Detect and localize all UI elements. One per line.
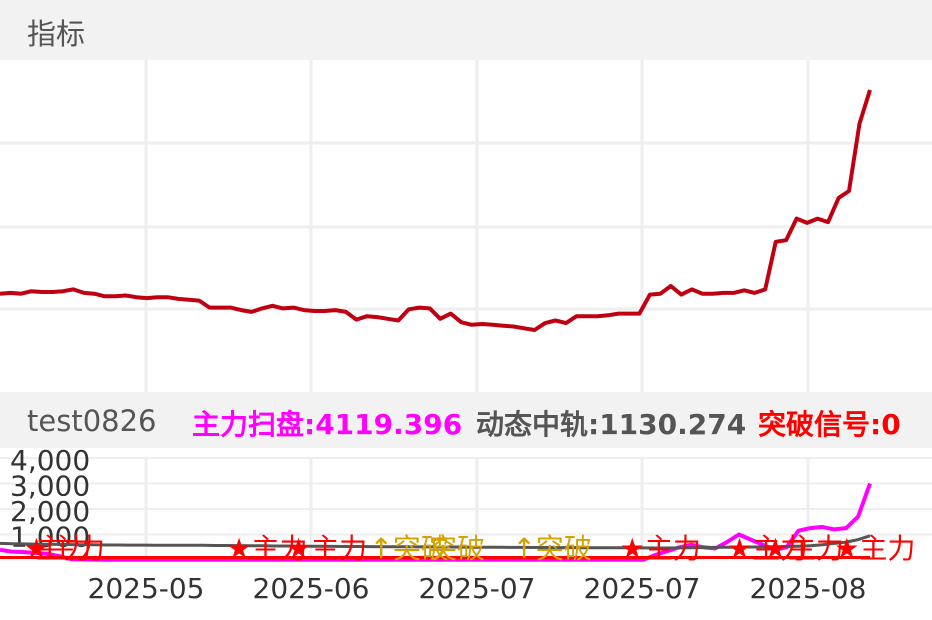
page-title: 指标 — [27, 17, 86, 51]
signal-annotation: ★主力 — [727, 532, 808, 565]
y-tick-label: 1,000 — [10, 521, 90, 554]
indicator-series-line — [0, 534, 871, 550]
x-tick-label: 2025-06 — [253, 572, 370, 605]
signal-annotation: 主力 — [36, 532, 92, 565]
indicator-name: test0826 — [27, 404, 157, 438]
signal-annotation: ↑突破 — [512, 532, 591, 565]
indicator-series-line — [0, 482, 872, 562]
price-chart — [0, 60, 932, 392]
signal-annotation: ★主力 — [620, 532, 701, 565]
y-tick-label: 4,000 — [10, 444, 90, 477]
x-tick-label: 2025-05 — [88, 572, 205, 605]
signal-annotation: ★主力 — [763, 532, 844, 565]
signal-annotation: ★主力 — [834, 532, 915, 565]
x-tick-label: 2025-07 — [584, 572, 701, 605]
signal-annotation: ★主力 — [24, 532, 105, 565]
signal-annotation: 突破 — [429, 532, 485, 565]
indicator-bar — [0, 392, 932, 448]
signal-annotation: ★主力 — [226, 532, 307, 565]
header-bar — [0, 0, 932, 60]
indicator-mid-track-value: 动态中轨:1130.274 — [476, 408, 747, 441]
signal-annotation: ↑突破 — [369, 532, 448, 565]
indicator-main-force-value: 主力扫盘:4119.396 — [192, 408, 463, 441]
x-tick-label: 2025-08 — [750, 572, 867, 605]
y-tick-label: 3,000 — [10, 470, 90, 503]
signal-annotation: ★主力 — [286, 532, 367, 565]
indicator-breakout-signal-value: 突破信号:0 — [758, 408, 901, 441]
price-line — [0, 89, 872, 332]
y-tick-label: 2,000 — [10, 495, 90, 528]
x-tick-label: 2025-07 — [419, 572, 536, 605]
